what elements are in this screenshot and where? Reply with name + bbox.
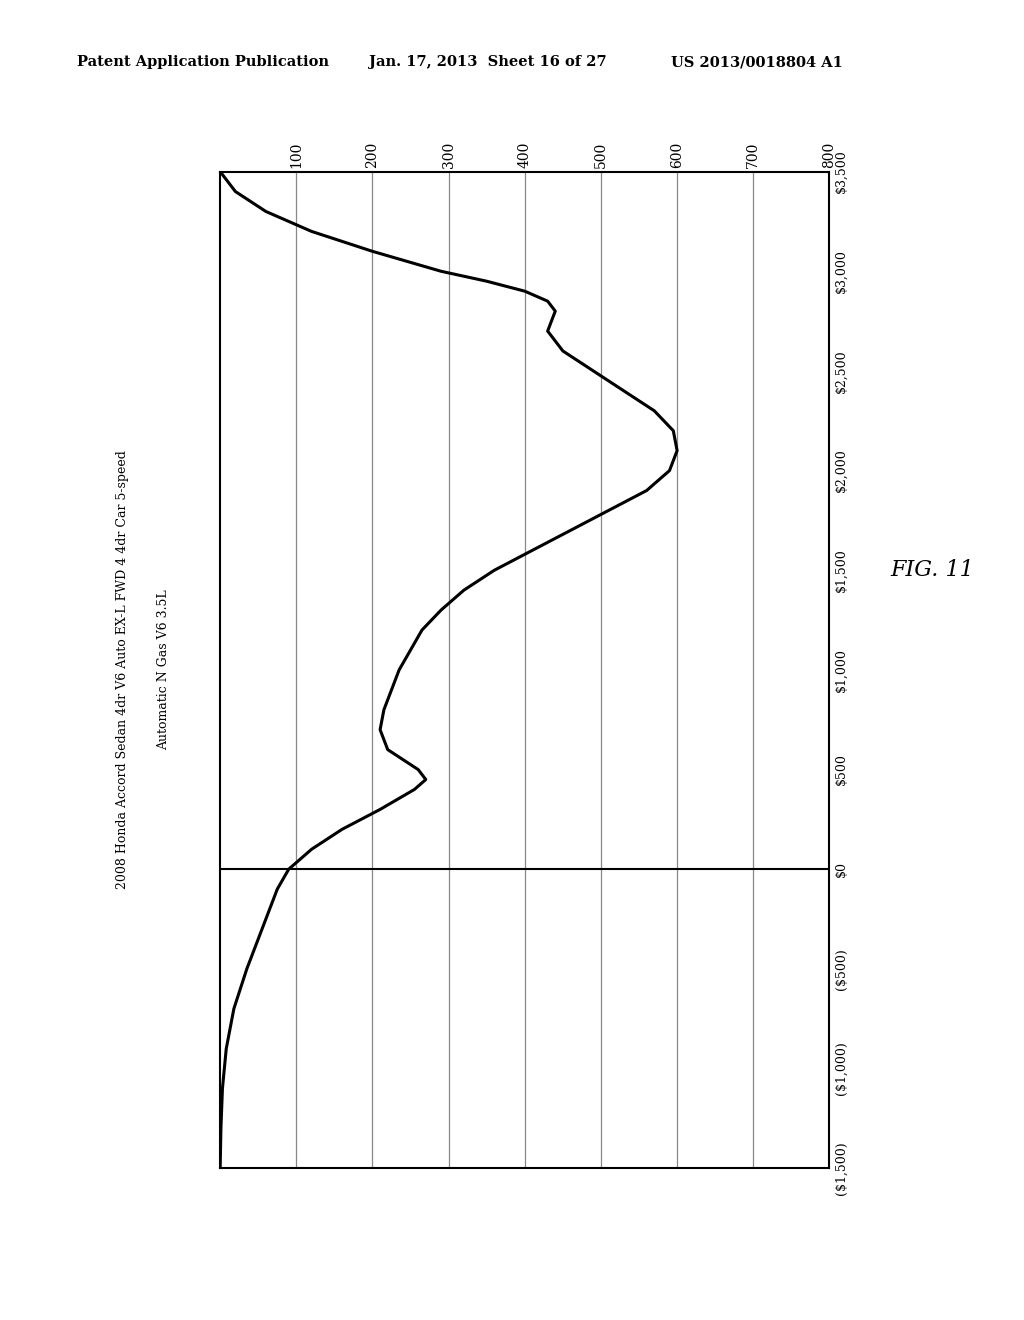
Text: Automatic N Gas V6 3.5L: Automatic N Gas V6 3.5L (158, 590, 170, 750)
Text: ($500): ($500) (835, 948, 848, 990)
Text: $1,500: $1,500 (835, 548, 848, 593)
Text: ($1,500): ($1,500) (835, 1142, 848, 1195)
Text: 500: 500 (594, 141, 608, 168)
Text: Patent Application Publication: Patent Application Publication (77, 55, 329, 70)
Text: $2,000: $2,000 (835, 449, 848, 492)
Text: 200: 200 (366, 141, 380, 168)
Text: 800: 800 (822, 141, 837, 168)
Text: 100: 100 (290, 141, 303, 168)
Text: US 2013/0018804 A1: US 2013/0018804 A1 (671, 55, 843, 70)
Text: $1,000: $1,000 (835, 648, 848, 692)
Text: ($1,000): ($1,000) (835, 1041, 848, 1096)
Text: $500: $500 (835, 754, 848, 785)
Text: $2,500: $2,500 (835, 348, 848, 393)
Text: 300: 300 (441, 141, 456, 168)
Text: Jan. 17, 2013  Sheet 16 of 27: Jan. 17, 2013 Sheet 16 of 27 (369, 55, 606, 70)
Text: $3,500: $3,500 (835, 149, 848, 194)
Text: $0: $0 (835, 861, 848, 878)
Text: 600: 600 (670, 141, 684, 168)
Text: $3,000: $3,000 (835, 249, 848, 293)
Text: FIG. 11: FIG. 11 (890, 560, 974, 581)
Text: 700: 700 (746, 141, 760, 168)
Text: 400: 400 (518, 141, 531, 168)
Text: 2008 Honda Accord Sedan 4dr V6 Auto EX-L FWD 4 4dr Car 5-speed: 2008 Honda Accord Sedan 4dr V6 Auto EX-L… (117, 450, 129, 890)
